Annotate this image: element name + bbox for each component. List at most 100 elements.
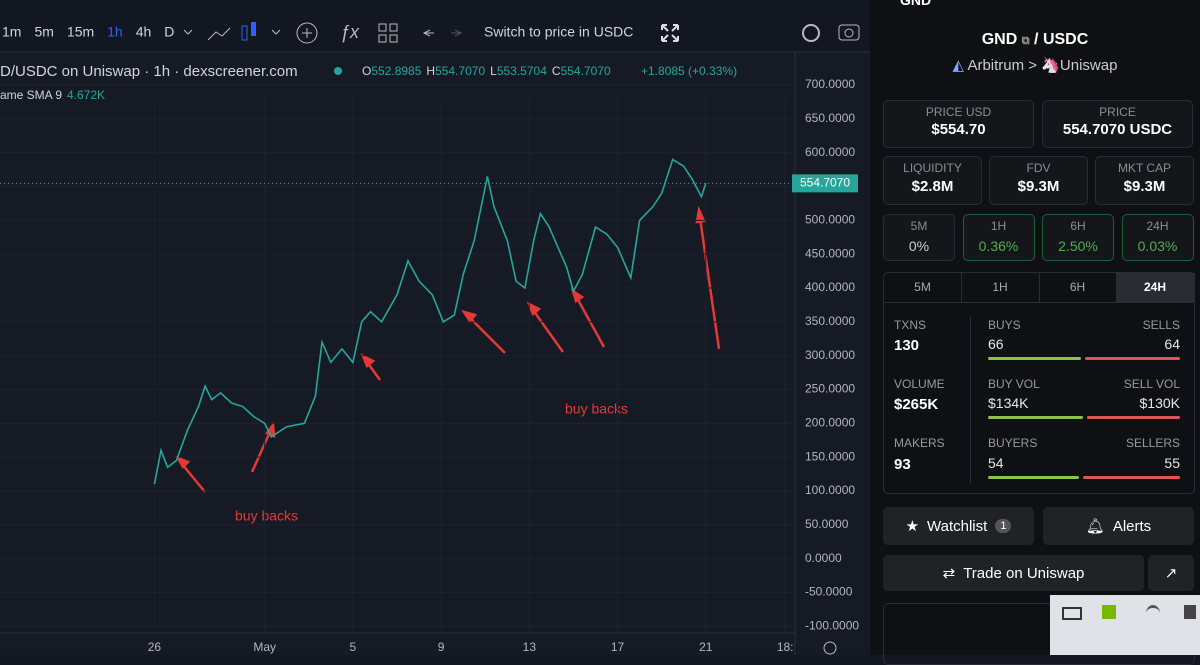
volume-legend: ame SMA 9: [0, 88, 62, 102]
buy-vol: $134K: [988, 395, 1029, 411]
interval-button[interactable]: D: [164, 24, 174, 40]
change: +1.8085 (+0.33%): [641, 64, 737, 78]
arrow: [250, 431, 272, 473]
tab[interactable]: 1H: [961, 273, 1040, 303]
bell-icon: 🔔︎: [1085, 518, 1105, 535]
arrow-head: [570, 288, 585, 303]
pair-panel: GND GND ⧉ / USDC ◭ Arbitrum > 🦄Uniswap P…: [870, 0, 1200, 665]
candle-icon[interactable]: [251, 22, 256, 36]
redo-icon[interactable]: [451, 29, 463, 37]
label: 1H: [990, 219, 1007, 233]
tab[interactable]: 6H: [1039, 273, 1117, 303]
quote: / USDC: [1034, 31, 1089, 48]
external-link[interactable]: ↗: [1148, 555, 1194, 591]
watchlist-button[interactable]: ★ Watchlist 1: [883, 507, 1034, 545]
arrow-head: [175, 455, 191, 470]
arrow: [469, 317, 506, 354]
price-card: PRICE 554.7070 USDC: [1042, 100, 1193, 148]
base: GND: [981, 31, 1018, 48]
ohlc-value: 554.7070: [561, 64, 611, 78]
switch-price-button[interactable]: Switch to price in USDC: [484, 24, 633, 40]
watchlist-count: 1: [995, 519, 1012, 533]
buy-vol-label: BUY VOL: [988, 377, 1040, 391]
dropdown-icon[interactable]: [271, 29, 281, 35]
volume-label: VOLUME: [894, 377, 945, 391]
y-tick-label: 200.0000: [805, 415, 855, 429]
change-card: 5M 0%: [883, 214, 955, 261]
axis-settings[interactable]: [823, 641, 837, 655]
arrow: [531, 309, 565, 353]
dex-icon: 🦄: [1041, 57, 1060, 74]
lens: [844, 28, 854, 38]
alerts-button[interactable]: 🔔︎ Alerts: [1043, 507, 1194, 545]
settings-icon[interactable]: [802, 24, 820, 42]
label: FDV: [1026, 161, 1051, 175]
fullscreen-icon[interactable]: [661, 24, 679, 42]
interval-button[interactable]: 15m: [67, 24, 94, 40]
trade-button[interactable]: ⇄ Trade on Uniswap: [883, 555, 1144, 591]
x-tick-label: May: [253, 640, 276, 654]
x-tick-label: 18:: [777, 640, 794, 654]
y-tick-label: 250.0000: [805, 382, 855, 396]
label: 5M: [910, 219, 928, 233]
dex[interactable]: Uniswap: [1059, 57, 1118, 74]
arrow-head: [360, 353, 376, 369]
y-tick-label: 0.0000: [805, 551, 842, 565]
ohlc-value: 554.7070: [435, 64, 485, 78]
label: MKT CAP: [1117, 161, 1172, 175]
ohlc-label: C: [552, 64, 561, 78]
pair-title: GND ⧉ / USDC: [870, 31, 1200, 49]
label: 24H: [1146, 219, 1169, 233]
metric-card: LIQUIDITY $2.8M: [883, 156, 982, 205]
divider: [970, 316, 971, 484]
tab[interactable]: 24H: [1116, 273, 1195, 303]
dropdown-icon[interactable]: [183, 29, 193, 35]
metric-card: FDV $9.3M: [989, 156, 1088, 205]
layout-icon[interactable]: [378, 23, 398, 43]
chart-bg: [0, 0, 870, 655]
value: 0.36%: [978, 238, 1019, 254]
undo-icon[interactable]: [422, 29, 434, 37]
candle-icon[interactable]: [241, 25, 248, 41]
sellers-label: SELLERS: [1125, 436, 1180, 450]
interval-button[interactable]: 4h: [136, 24, 152, 40]
change-card: 6H 2.50%: [1042, 214, 1114, 261]
watchlist: Watchlist: [927, 517, 988, 535]
label: 6H: [1070, 219, 1086, 233]
fx-icon[interactable]: ƒx: [340, 22, 360, 42]
add-indicator[interactable]: [296, 22, 318, 44]
price-tag-bg: [792, 174, 858, 193]
star-icon: ★: [905, 518, 920, 535]
ohlc-label: L: [490, 64, 497, 78]
alerts: Alerts: [1112, 517, 1152, 535]
x-tick-label: 13: [523, 640, 537, 654]
change-card: 24H 0.03%: [1121, 214, 1194, 261]
chain[interactable]: Arbitrum: [967, 57, 1025, 74]
sell-vol-bar: [1087, 416, 1180, 419]
toolbar: ƒx: [183, 22, 860, 44]
value: 2.50%: [1058, 238, 1098, 254]
chart: ƒx Switch to price in USDC D/USDC on Uni…: [0, 0, 870, 655]
battery-icon: [1062, 607, 1082, 620]
y-tick-label: 100.0000: [805, 483, 855, 497]
sell-vol: $130K: [1139, 395, 1180, 411]
ohlc-value: 553.5704: [497, 64, 547, 78]
status-dot: [334, 67, 342, 75]
price-line: [153, 158, 707, 485]
screenshot-icon[interactable]: [838, 24, 860, 41]
tab[interactable]: 5M: [884, 273, 962, 303]
arrow: [575, 297, 606, 348]
metric-card: MKT CAP $9.3M: [1095, 156, 1194, 205]
volume-icon: [1184, 605, 1196, 619]
line-chart-icon[interactable]: [207, 27, 231, 41]
buy-bar: [988, 357, 1082, 360]
interval-button[interactable]: 1m: [2, 24, 21, 40]
label: PRICE: [1099, 105, 1136, 119]
interval-button[interactable]: 5m: [34, 24, 53, 40]
interval-button[interactable]: 1h: [107, 24, 123, 40]
buy-bar: [988, 476, 1080, 479]
ohlc-value: 552.8985: [371, 64, 421, 78]
value: $9.3M: [1017, 178, 1060, 195]
copy-icon[interactable]: ⧉: [1021, 35, 1030, 47]
change-card: 1H 0.36%: [962, 214, 1035, 261]
